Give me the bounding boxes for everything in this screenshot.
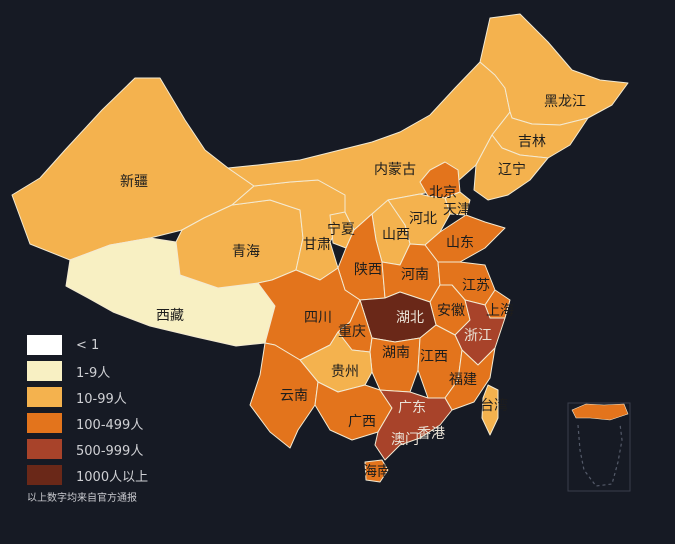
province-label: 广东 <box>398 400 426 416</box>
province-label: 四川 <box>304 310 332 326</box>
province-label: 江苏 <box>462 278 490 294</box>
province-label: 宁夏 <box>327 221 355 238</box>
province-label: 吉林 <box>518 134 546 150</box>
province-label: 内蒙古 <box>374 162 416 178</box>
legend-label: < 1 <box>76 337 100 353</box>
province-label: 北京 <box>429 185 457 201</box>
province-label: 澳门 <box>391 432 419 448</box>
legend-label: 500-999人 <box>76 443 144 459</box>
legend-item: 1000人以上 <box>27 462 148 488</box>
legend-swatch <box>27 387 62 407</box>
province-label: 贵州 <box>331 364 359 380</box>
south-china-sea-inset <box>567 402 631 492</box>
legend-item: < 1 <box>27 332 148 358</box>
province-label: 辽宁 <box>498 161 526 178</box>
province-label: 重庆 <box>338 324 366 340</box>
legend-label: 100-499人 <box>76 417 144 433</box>
legend-swatch <box>27 413 62 433</box>
province-label: 广西 <box>348 414 376 430</box>
legend-swatch <box>27 361 62 381</box>
province-taiwan[interactable] <box>481 384 499 436</box>
province-label: 甘肃 <box>303 237 331 253</box>
inset-coast <box>571 403 629 421</box>
province-label: 上海 <box>486 303 514 319</box>
legend-swatch <box>27 465 62 485</box>
province-label: 山东 <box>446 235 474 251</box>
inset-dashline <box>577 423 623 487</box>
province-label: 福建 <box>449 372 477 388</box>
province-label: 河北 <box>409 211 437 227</box>
province-heilongjiang[interactable] <box>479 13 629 126</box>
province-guangdong[interactable] <box>374 389 453 461</box>
legend-item: 500-999人 <box>27 436 148 462</box>
province-label: 湖南 <box>382 345 410 361</box>
source-note: 以上数字均来自官方通报 <box>27 493 137 504</box>
province-label: 西藏 <box>156 308 184 324</box>
legend-item: 1-9人 <box>27 358 148 384</box>
province-label: 青海 <box>232 244 260 260</box>
province-label: 河南 <box>401 267 429 283</box>
province-label: 黑龙江 <box>544 94 586 110</box>
province-liaoning[interactable] <box>473 134 549 201</box>
province-label: 江西 <box>420 349 448 365</box>
province-label: 山西 <box>382 227 410 243</box>
province-label: 陕西 <box>354 262 382 278</box>
province-label: 台湾 <box>480 397 508 414</box>
legend-label: 1000人以上 <box>76 469 149 485</box>
province-label: 湖北 <box>396 310 424 326</box>
legend-item: 100-499人 <box>27 410 148 436</box>
province-label: 云南 <box>280 388 308 404</box>
legend-item: 10-99人 <box>27 384 148 410</box>
province-label: 浙江 <box>464 328 492 344</box>
legend-label: 10-99人 <box>76 391 127 407</box>
province-label: 安徽 <box>437 303 465 319</box>
province-label: 天津 <box>443 202 471 218</box>
legend: < 1 1-9人 10-99人 100-499人 500-999人 1000人以上 <box>27 332 148 488</box>
province-label: 新疆 <box>120 174 148 190</box>
legend-swatch <box>27 335 62 355</box>
province-hainan[interactable] <box>364 459 389 483</box>
province-label: 香港 <box>417 426 445 442</box>
legend-swatch <box>27 439 62 459</box>
province-label: 海南 <box>363 464 391 480</box>
legend-label: 1-9人 <box>76 365 111 381</box>
province-yunnan[interactable] <box>249 342 319 449</box>
